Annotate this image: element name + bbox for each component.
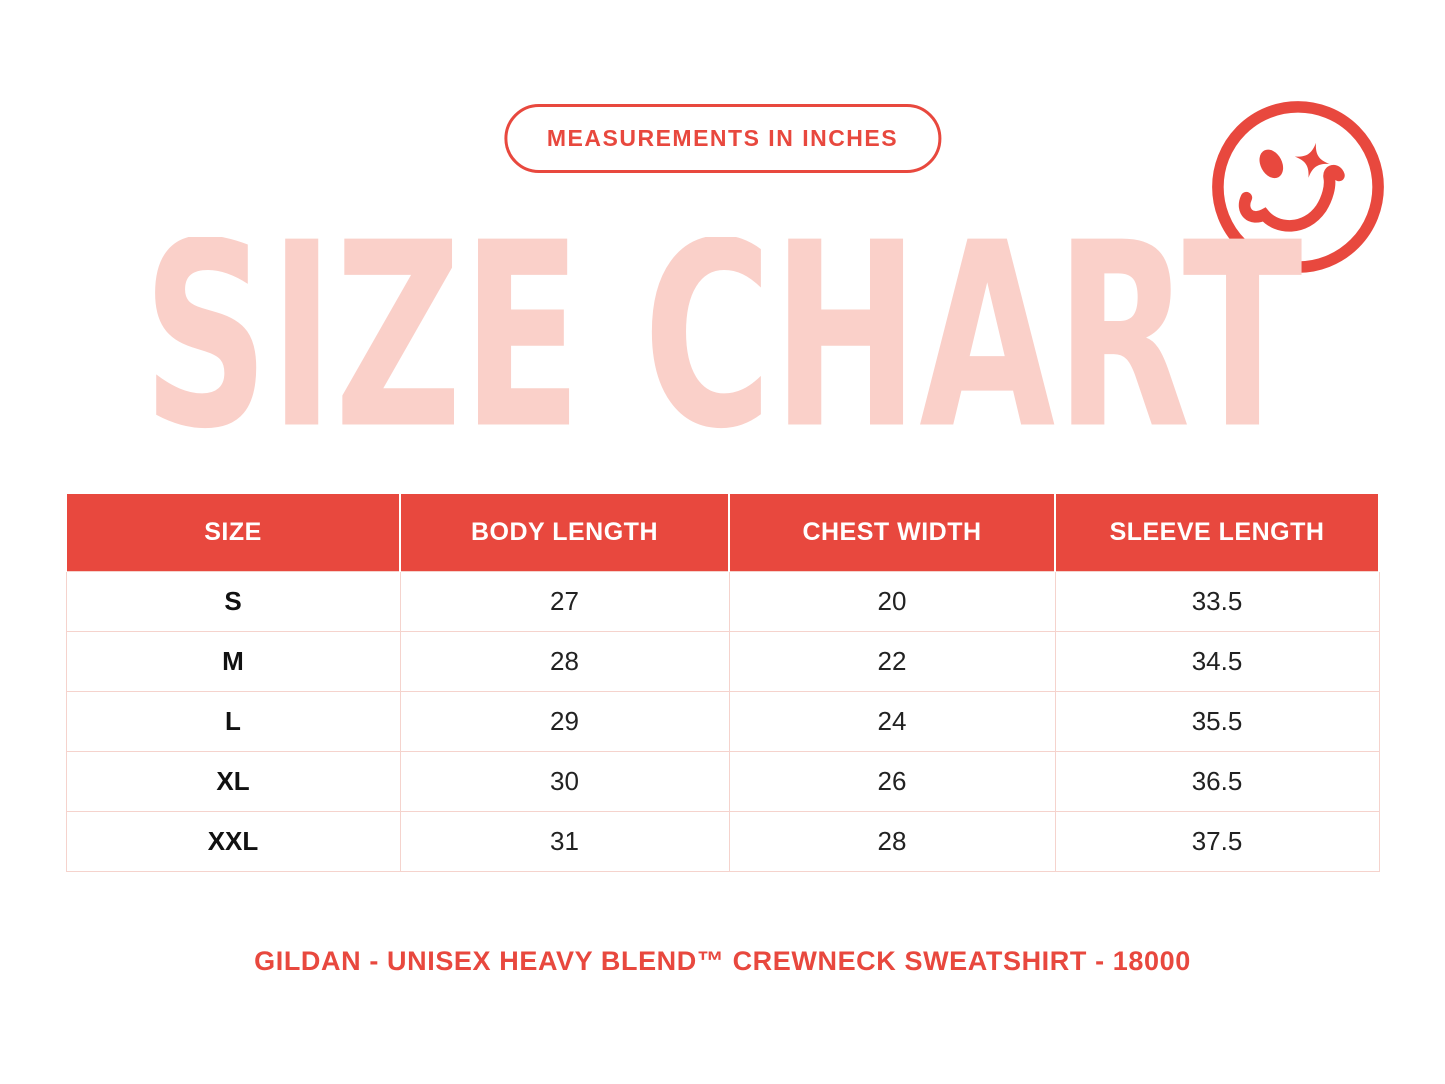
table-row: XL 30 26 36.5 xyxy=(65,750,1380,812)
table-row: M 28 22 34.5 xyxy=(65,630,1380,692)
body-length-value: 29 xyxy=(399,690,730,752)
winking-smiley-icon xyxy=(1212,101,1384,273)
page-title-graphic: SIZE CHART xyxy=(143,237,1303,437)
chest-width-value: 24 xyxy=(728,690,1056,752)
smiley-face-outline xyxy=(1212,101,1384,273)
measurements-badge-label: MEASUREMENTS IN INCHES xyxy=(546,125,899,151)
page-title: SIZE CHART xyxy=(143,237,1303,437)
table-row: L 29 24 35.5 xyxy=(65,690,1380,752)
table-row: S 27 20 33.5 xyxy=(65,570,1380,632)
body-length-value: 30 xyxy=(399,750,730,812)
size-chart-table: SIZE BODY LENGTH CHEST WIDTH SLEEVE LENG… xyxy=(65,492,1380,872)
body-length-value: 28 xyxy=(399,630,730,692)
size-label: XL xyxy=(65,750,401,812)
column-header-size: SIZE xyxy=(65,492,401,572)
smiley-smile xyxy=(1238,164,1345,232)
size-label: XXL xyxy=(65,810,401,872)
sleeve-length-value: 34.5 xyxy=(1054,630,1380,692)
chest-width-value: 20 xyxy=(728,570,1056,632)
smiley-sparkle-eye xyxy=(1294,142,1330,178)
chest-width-value: 22 xyxy=(728,630,1056,692)
table-header-row: SIZE BODY LENGTH CHEST WIDTH SLEEVE LENG… xyxy=(65,492,1380,572)
chest-width-value: 28 xyxy=(728,810,1056,872)
measurements-badge: MEASUREMENTS IN INCHES xyxy=(503,104,942,173)
body-length-value: 31 xyxy=(399,810,730,872)
size-label: S xyxy=(65,570,401,632)
sleeve-length-value: 35.5 xyxy=(1054,690,1380,752)
column-header-chest-width: CHEST WIDTH xyxy=(728,492,1056,572)
product-caption: GILDAN - UNISEX HEAVY BLEND™ CREWNECK SW… xyxy=(254,946,1191,976)
sleeve-length-value: 36.5 xyxy=(1054,750,1380,812)
chest-width-value: 26 xyxy=(728,750,1056,812)
smiley-left-eye xyxy=(1259,149,1284,179)
column-header-body-length: BODY LENGTH xyxy=(399,492,730,572)
column-header-sleeve-length: SLEEVE LENGTH xyxy=(1054,492,1380,572)
sleeve-length-value: 33.5 xyxy=(1054,570,1380,632)
table-row: XXL 31 28 37.5 xyxy=(65,810,1380,872)
body-length-value: 27 xyxy=(399,570,730,632)
size-label: L xyxy=(65,690,401,752)
size-label: M xyxy=(65,630,401,692)
sleeve-length-value: 37.5 xyxy=(1054,810,1380,872)
